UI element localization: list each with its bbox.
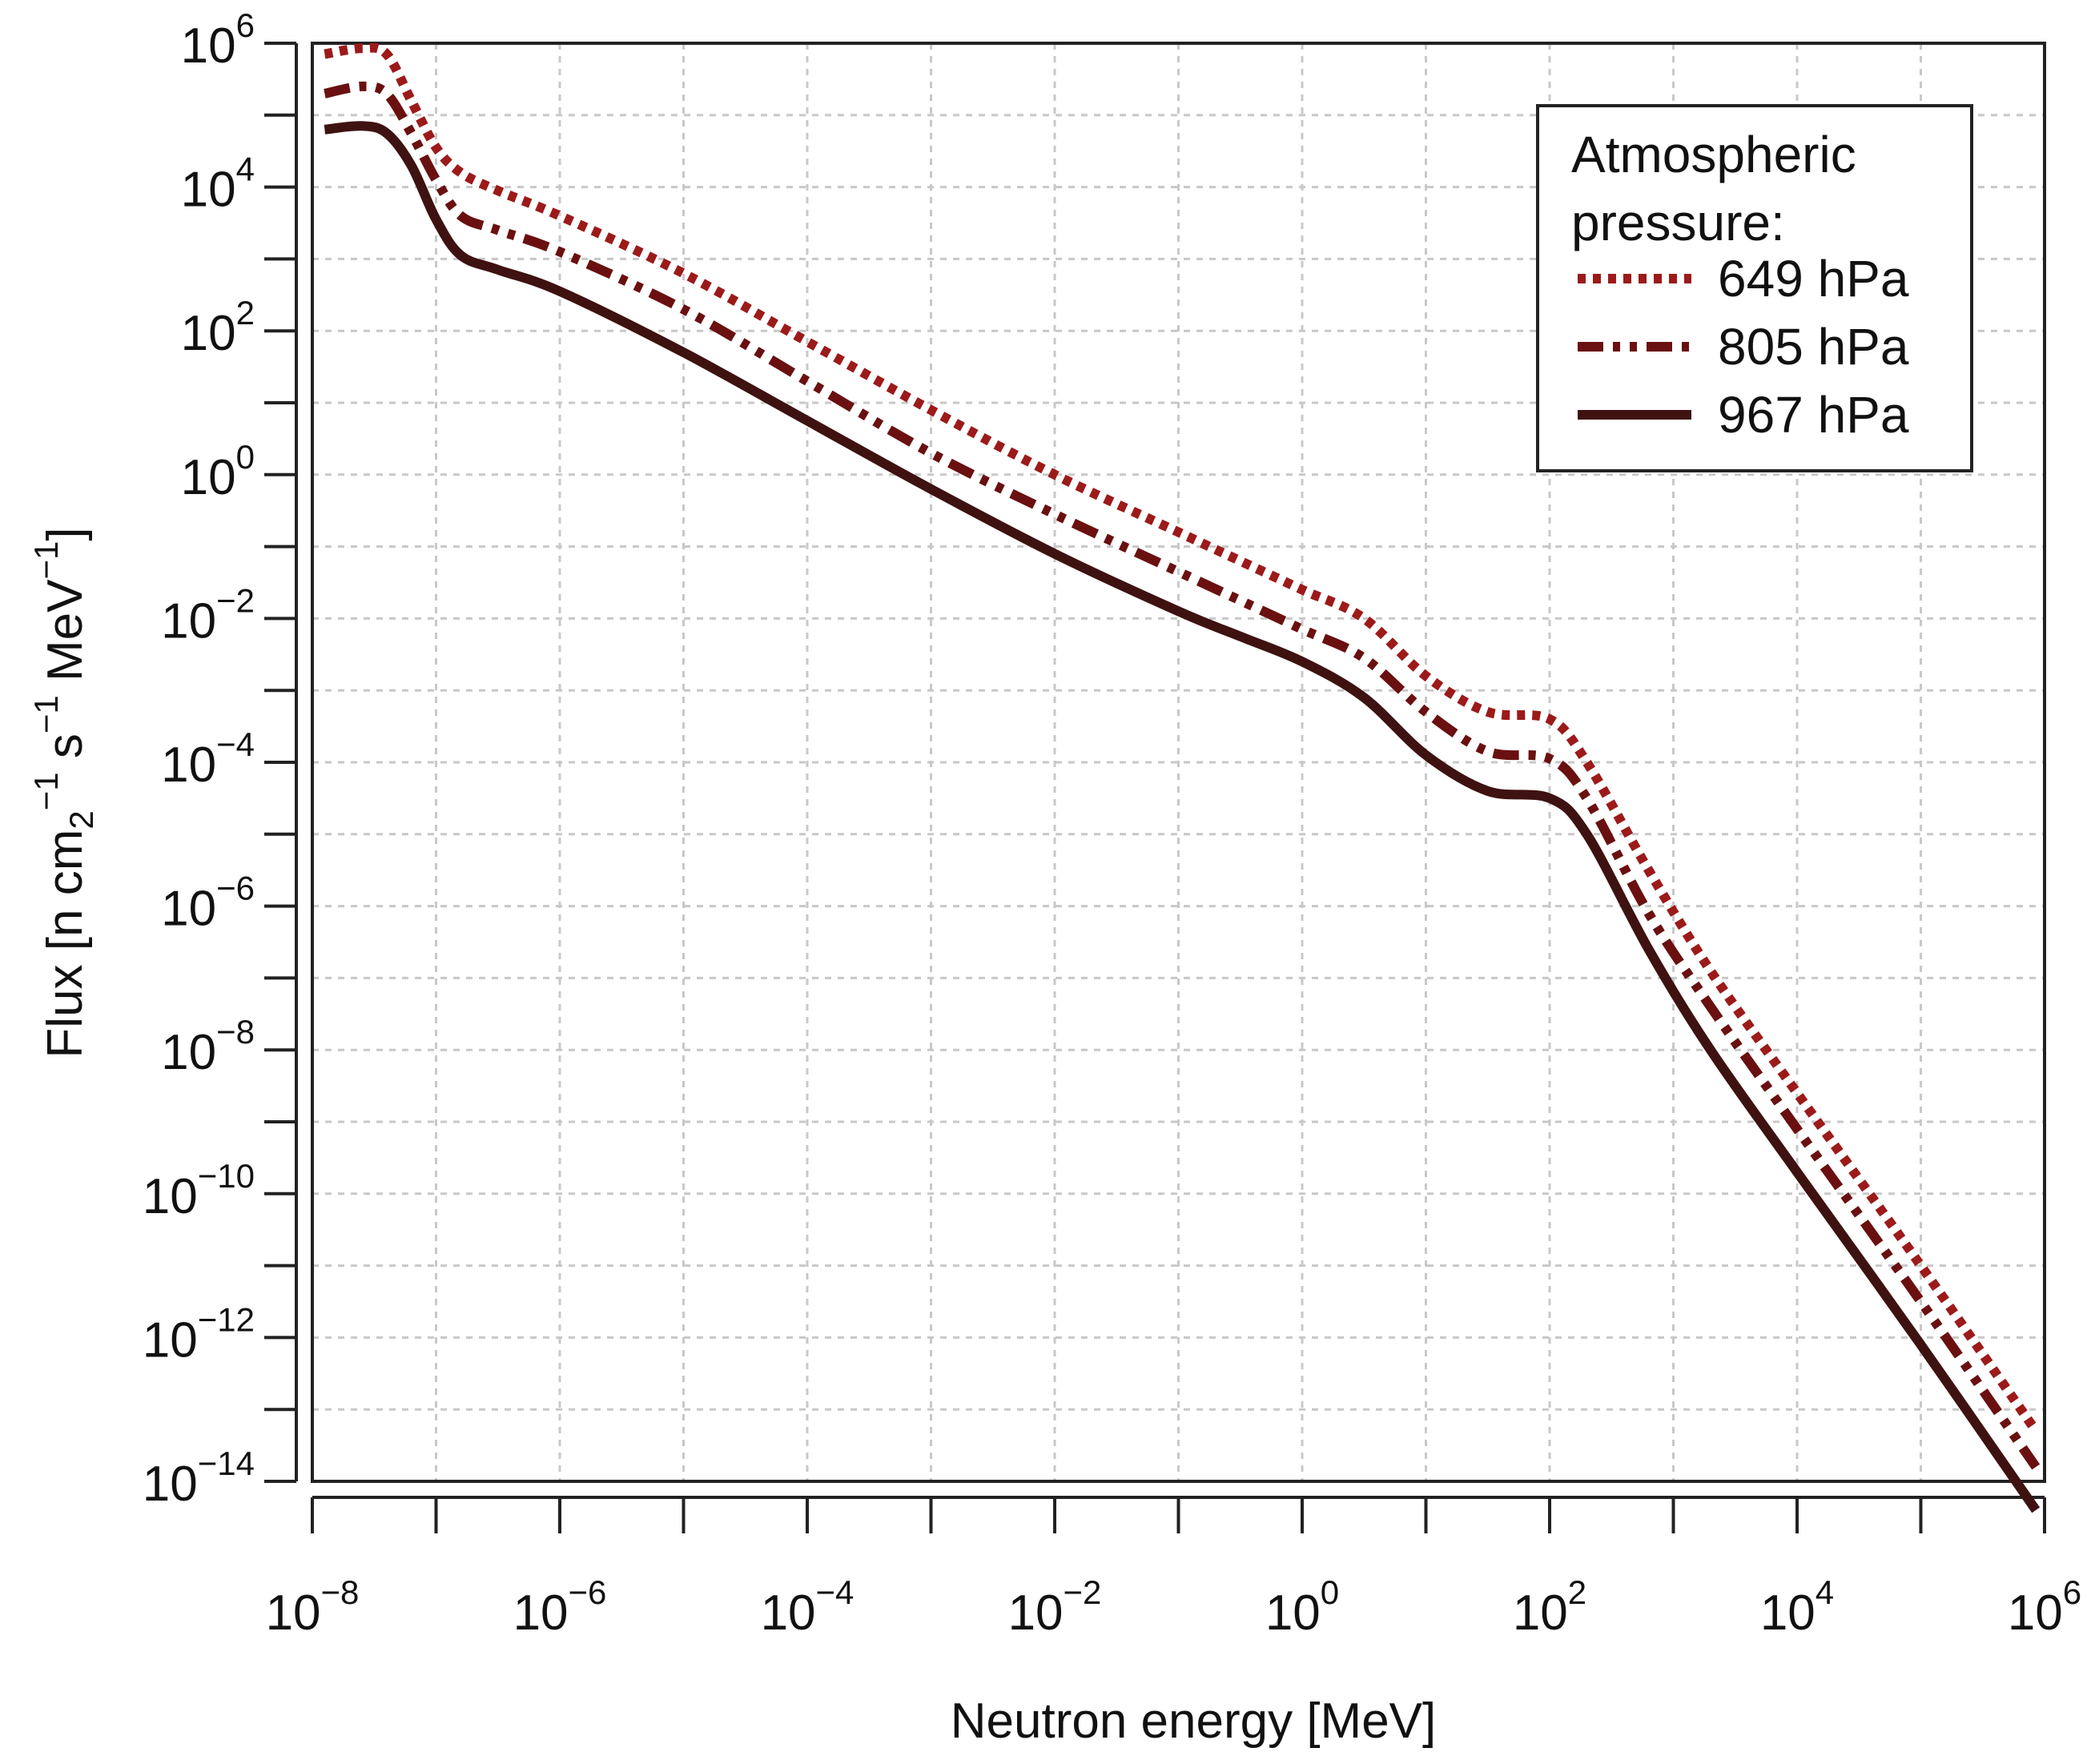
x-tick-label: 10−6 [513, 1573, 607, 1641]
y-axis-title-end: ] [38, 527, 93, 540]
y-axis-title-sup3: −1 [27, 541, 65, 580]
grid [311, 42, 2046, 1483]
legend-label-0: 649 hPa [1718, 250, 1909, 307]
y-axis: 106 104 102 100 10−2 10−4 10−6 10−8 10−10 10−12 10… [143, 6, 298, 1512]
x-tick-label: 10−8 [266, 1573, 360, 1641]
x-axis: 10−8 10−6 10−4 10−2 100 102 104 106 [266, 1496, 2081, 1641]
series-line-0 [324, 42, 2041, 1434]
y-tick-label: 10−2 [161, 581, 255, 649]
y-axis-title-sub: 2 [62, 810, 100, 829]
y-axis-title-main: Flux [n cm [38, 830, 93, 1059]
y-axis-title: Flux [n cm2−1 s−1 MeV−1] [27, 527, 100, 1058]
y-tick-label: 104 [181, 151, 255, 218]
y-axis-title-sup1: −1 [27, 772, 65, 810]
y-axis-title-mid2: MeV [38, 579, 93, 695]
x-tick-label: 106 [2008, 1573, 2081, 1641]
legend-label-2: 967 hPa [1718, 386, 1909, 444]
y-axis-title-mid1: s [38, 733, 93, 772]
legend: Atmospheric pressure: 649 hPa 805 hPa 967 … [1536, 104, 1973, 472]
y-tick-label: 10−6 [161, 870, 255, 937]
legend-label-1: 805 hPa [1718, 318, 1909, 376]
y-tick-label: 102 [181, 294, 255, 361]
legend-items: 649 hPa 805 hPa 967 hPa [1578, 250, 1909, 444]
x-tick-label: 10−2 [1008, 1573, 1102, 1641]
x-axis-title: Neutron energy [MeV] [951, 1694, 1437, 1749]
plot-frame [311, 42, 2046, 1483]
y-tick-label: 10−10 [143, 1157, 255, 1224]
x-tick-label: 100 [1265, 1573, 1339, 1641]
y-tick-label: 106 [181, 6, 255, 74]
y-tick-label: 10−8 [161, 1013, 255, 1080]
series-line-1 [324, 81, 2041, 1470]
y-axis-title-sup2: −1 [27, 695, 65, 733]
series-line-2 [324, 121, 2041, 1513]
y-tick-label: 10−4 [161, 725, 255, 793]
y-tick-label: 100 [181, 438, 255, 505]
y-tick-label: 10−14 [143, 1445, 255, 1512]
y-tick-label: 10−12 [143, 1300, 255, 1368]
x-tick-label: 102 [1513, 1573, 1586, 1641]
legend-title-line2: pressure: [1571, 194, 1785, 251]
x-tick-label: 104 [1760, 1573, 1834, 1641]
x-tick-label: 10−4 [761, 1573, 854, 1641]
series-layer [324, 42, 2041, 1513]
legend-title-line1: Atmospheric [1571, 126, 1856, 183]
